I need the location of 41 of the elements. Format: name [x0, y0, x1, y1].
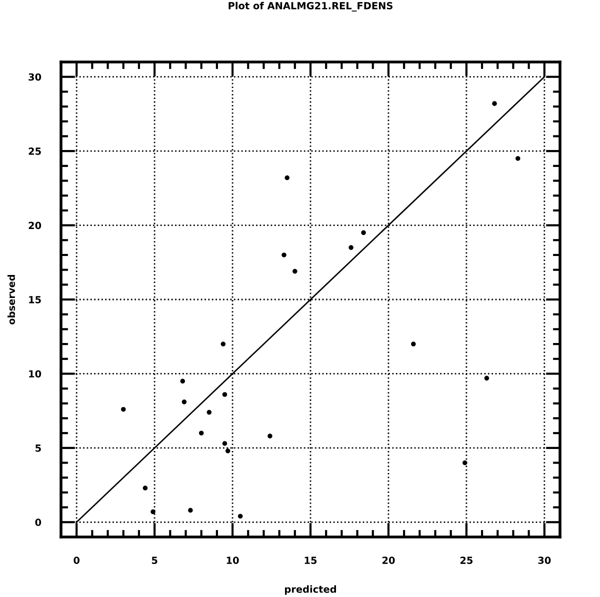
x-axis-title: predicted [285, 585, 336, 595]
y-tick-label: 25 [28, 148, 41, 155]
point [348, 245, 354, 250]
x-tick-label: 0 [74, 556, 80, 564]
y-axis-title: observed [8, 274, 16, 324]
point [284, 175, 290, 180]
point [292, 268, 298, 274]
point [238, 514, 243, 519]
point [462, 460, 468, 466]
point [282, 252, 286, 258]
point [142, 486, 148, 490]
point [220, 342, 226, 346]
point [120, 406, 126, 412]
point [492, 101, 497, 106]
point [182, 400, 187, 404]
point [361, 230, 366, 236]
point [150, 509, 156, 514]
point [516, 156, 520, 161]
x-tick-label: 10 [226, 556, 239, 564]
x-tick-label: 25 [460, 556, 473, 564]
point [222, 392, 228, 397]
x-tick-label: 15 [304, 556, 317, 564]
point [222, 441, 228, 446]
point [206, 410, 212, 415]
x-tick-label: 20 [382, 556, 395, 564]
y-tick-label: 0 [35, 518, 42, 526]
y-tick-label: 15 [29, 296, 41, 304]
point [188, 508, 193, 513]
x-tick-label: 5 [152, 556, 158, 564]
chart-title: Plot of ANALMG21.REL_FDENS [228, 2, 392, 12]
y-tick-label: 5 [36, 444, 41, 452]
y-tick-label: 20 [28, 222, 42, 230]
point [180, 378, 186, 384]
point [198, 430, 204, 436]
point [484, 376, 490, 381]
point [411, 342, 416, 346]
point [268, 434, 272, 438]
y-tick-label: 30 [28, 73, 42, 81]
y-tick-label: 10 [29, 370, 42, 378]
point [225, 448, 230, 454]
x-tick-label: 30 [538, 556, 551, 564]
